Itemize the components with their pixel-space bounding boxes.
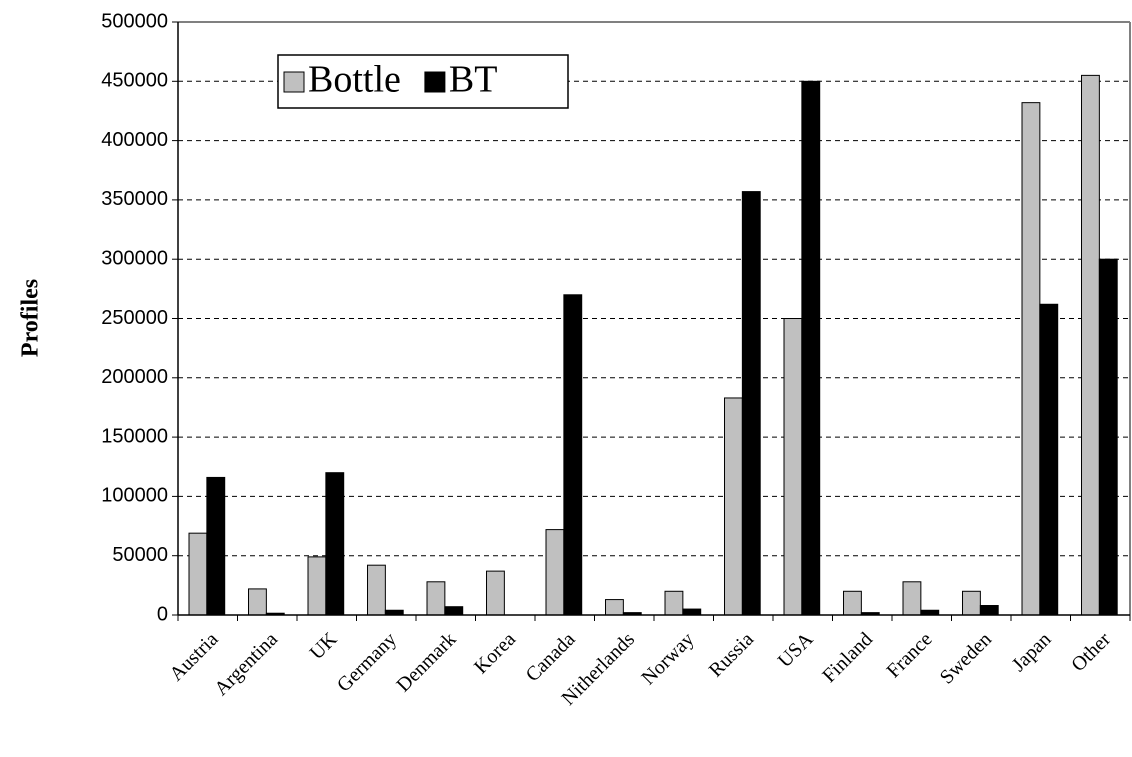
- x-tick-label: Other: [1067, 628, 1115, 676]
- bar: [979, 605, 999, 616]
- x-tick-label: UK: [306, 628, 342, 664]
- bar: [962, 590, 981, 616]
- bar: [783, 318, 803, 616]
- bar: [206, 476, 226, 616]
- bar: [843, 590, 862, 616]
- bar: [444, 606, 464, 616]
- x-tick-label: Finland: [818, 628, 877, 687]
- x-tick-label: Japan: [1008, 628, 1056, 676]
- y-tick-label: 50000: [112, 544, 168, 566]
- legend-swatch: [283, 71, 305, 93]
- y-tick-label: 200000: [101, 366, 168, 388]
- bar: [1081, 74, 1100, 616]
- bar: [605, 599, 624, 616]
- x-tick-label: Argentina: [210, 628, 282, 700]
- bar: [367, 564, 386, 616]
- x-tick-label: France: [882, 628, 936, 682]
- x-tick-label: Russia: [705, 628, 758, 681]
- bar: [741, 191, 761, 616]
- y-tick-label: 450000: [101, 70, 168, 92]
- y-tick-label: 250000: [101, 307, 168, 329]
- bar: [801, 80, 821, 616]
- bar: [325, 472, 345, 616]
- x-tick-label: USA: [774, 628, 818, 672]
- bar: [1098, 258, 1118, 616]
- bar: [563, 294, 583, 616]
- bar: [1039, 303, 1059, 616]
- bar: [307, 556, 327, 616]
- bar: [724, 397, 743, 616]
- legend-label: Bottle: [308, 59, 401, 101]
- y-tick-label: 300000: [101, 247, 168, 269]
- bar: [248, 588, 267, 616]
- bar: [1021, 102, 1041, 616]
- x-tick-label: Norway: [637, 628, 698, 689]
- y-axis-title: Profiles: [18, 279, 44, 357]
- y-tick-label: 150000: [101, 425, 168, 447]
- x-tick-label: Austria: [165, 628, 222, 685]
- bar: [426, 581, 446, 616]
- bar: [902, 581, 922, 616]
- x-tick-label: Denmark: [392, 628, 460, 696]
- legend-label: BT: [449, 59, 498, 101]
- y-tick-label: 350000: [101, 188, 168, 210]
- y-tick-label: 100000: [101, 485, 168, 507]
- bar: [188, 532, 208, 616]
- legend-box: [277, 54, 569, 109]
- bar: [682, 608, 702, 616]
- x-tick-label: Sweden: [936, 628, 996, 688]
- y-tick-label: 400000: [101, 129, 168, 151]
- x-tick-label: Germany: [333, 628, 401, 696]
- x-tick-label: Canada: [522, 628, 580, 686]
- y-tick-label: 0: [157, 603, 168, 625]
- bar: [545, 529, 565, 616]
- x-tick-label: Korea: [470, 628, 520, 678]
- legend-swatch: [424, 71, 446, 93]
- bar: [664, 590, 684, 616]
- bar: [486, 570, 505, 616]
- y-tick-label: 500000: [101, 10, 168, 32]
